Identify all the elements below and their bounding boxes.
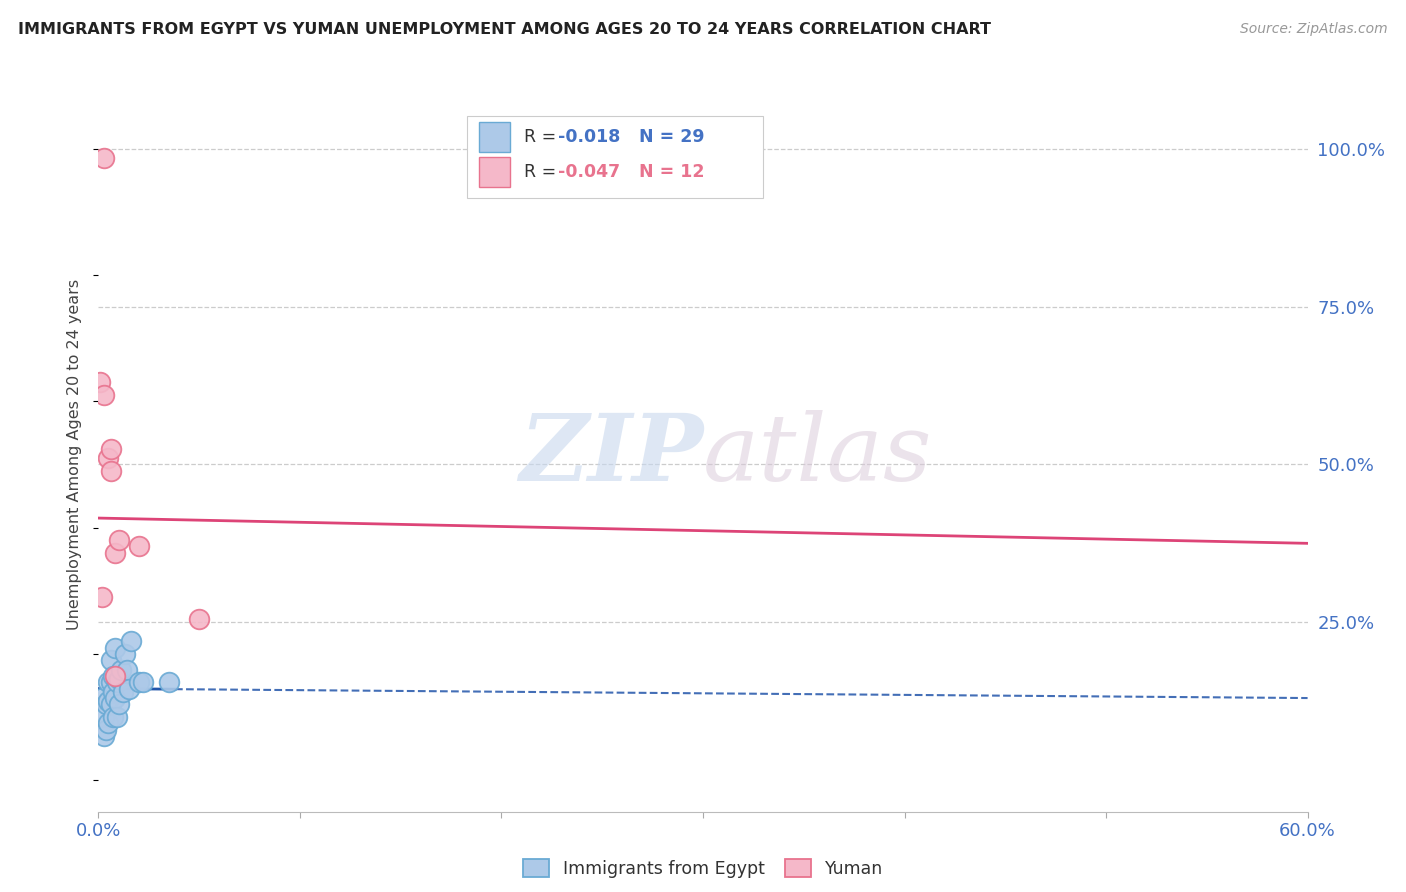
Point	[93, 729, 115, 743]
Text: R =: R =	[524, 162, 562, 180]
Point	[111, 684, 134, 698]
Point	[105, 675, 128, 690]
Point	[100, 442, 122, 456]
Point	[101, 684, 124, 698]
Point	[101, 710, 124, 724]
Text: atlas: atlas	[703, 410, 932, 500]
Point	[103, 669, 125, 683]
Text: R =: R =	[524, 128, 562, 146]
FancyBboxPatch shape	[467, 116, 763, 198]
FancyBboxPatch shape	[479, 122, 509, 153]
Point	[120, 634, 142, 648]
Point	[100, 698, 122, 712]
Point	[93, 388, 115, 402]
FancyBboxPatch shape	[479, 157, 509, 186]
Point	[96, 723, 118, 737]
Point	[97, 716, 120, 731]
Text: ZIP: ZIP	[519, 410, 703, 500]
Point	[97, 675, 120, 690]
Text: -0.047: -0.047	[558, 162, 620, 180]
Point	[128, 675, 150, 690]
Point	[100, 653, 122, 667]
Point	[91, 691, 114, 706]
Point	[157, 675, 180, 690]
Text: IMMIGRANTS FROM EGYPT VS YUMAN UNEMPLOYMENT AMONG AGES 20 TO 24 YEARS CORRELATIO: IMMIGRANTS FROM EGYPT VS YUMAN UNEMPLOYM…	[18, 22, 991, 37]
Point	[100, 675, 122, 690]
Point	[89, 376, 111, 390]
Point	[93, 151, 115, 165]
Point	[107, 698, 129, 712]
Point	[103, 691, 125, 706]
Point	[91, 590, 114, 604]
Text: Source: ZipAtlas.com: Source: ZipAtlas.com	[1240, 22, 1388, 37]
Point	[118, 681, 141, 696]
Point	[107, 533, 129, 548]
Point	[103, 640, 125, 655]
Point	[101, 669, 124, 683]
Y-axis label: Unemployment Among Ages 20 to 24 years: Unemployment Among Ages 20 to 24 years	[67, 279, 83, 631]
Point	[97, 451, 120, 466]
Point	[97, 694, 120, 708]
Point	[103, 546, 125, 560]
Point	[105, 710, 128, 724]
Point	[114, 647, 136, 661]
Legend: Immigrants from Egypt, Yuman: Immigrants from Egypt, Yuman	[516, 853, 890, 885]
Point	[132, 675, 155, 690]
Text: N = 12: N = 12	[627, 162, 704, 180]
Point	[188, 612, 211, 626]
Point	[107, 672, 129, 686]
Point	[128, 540, 150, 554]
Text: -0.018: -0.018	[558, 128, 620, 146]
Text: N = 29: N = 29	[627, 128, 704, 146]
Point	[96, 698, 118, 712]
Point	[110, 663, 132, 677]
Point	[100, 464, 122, 478]
Point	[115, 663, 138, 677]
Point	[93, 710, 115, 724]
